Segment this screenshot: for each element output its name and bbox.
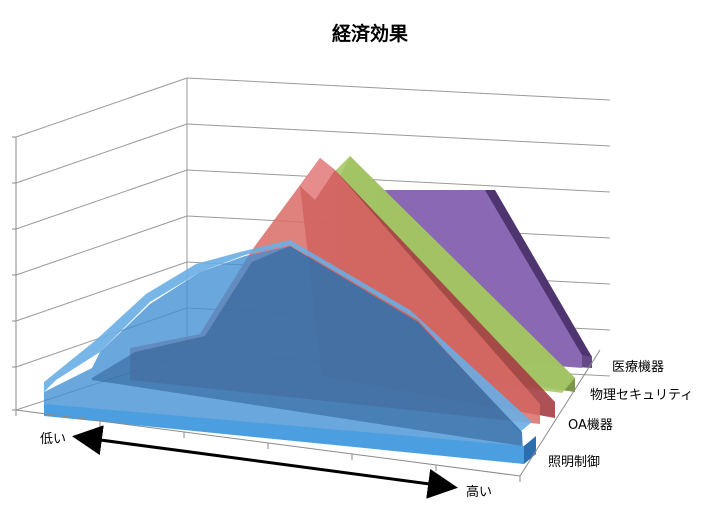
x-axis-end-label: 高い: [466, 484, 492, 500]
gridline: [186, 123, 611, 147]
x-axis-start-label: 低い: [40, 432, 66, 447]
gridline: [15, 77, 188, 138]
gridline: [15, 169, 188, 230]
gridline: [15, 261, 188, 322]
gridline: [15, 123, 188, 184]
gridline: [15, 215, 188, 276]
direction-arrow: [72, 425, 458, 499]
chart-title: 経済効果: [332, 22, 408, 45]
series-label-oa: OA機器: [568, 418, 613, 433]
series-label-butsuri: 物理セキュリティ: [590, 388, 693, 403]
depth-axis: [519, 349, 601, 477]
gridline: [186, 169, 611, 193]
vertical-axis: [12, 136, 17, 411]
series-label-iryo: 医療機器: [612, 360, 664, 375]
series-label-shomei: 照明制御: [548, 455, 600, 470]
gridline: [186, 77, 611, 101]
